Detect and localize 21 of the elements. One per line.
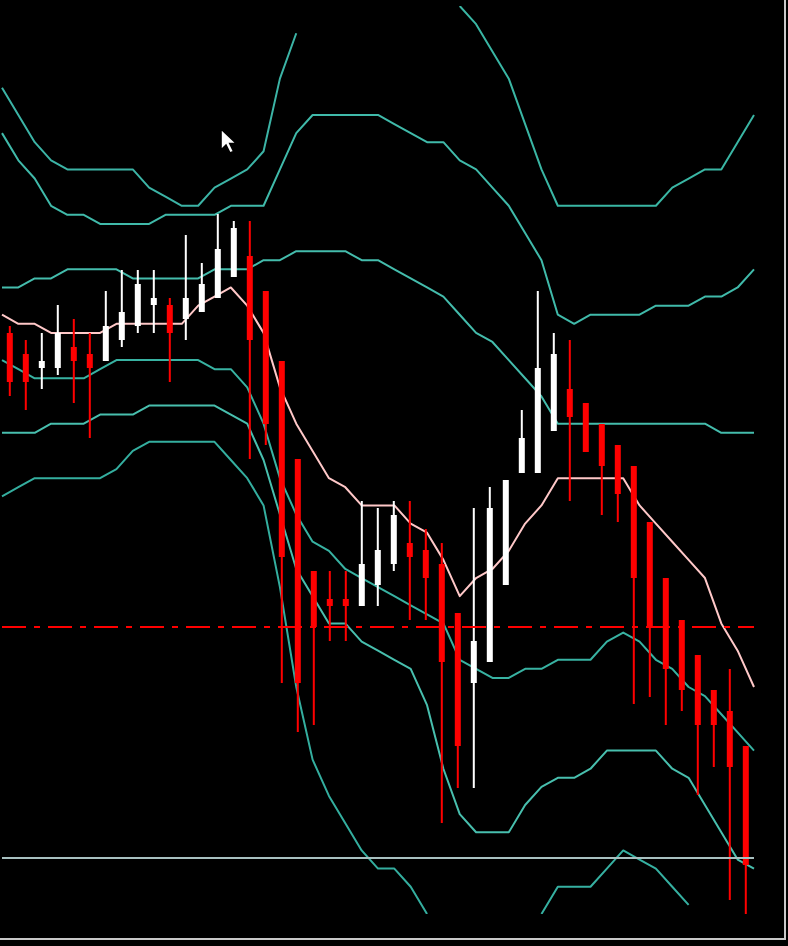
candlestick — [70, 318, 77, 404]
candlestick — [566, 339, 573, 502]
candlestick — [710, 689, 717, 768]
candlestick — [166, 297, 173, 383]
candlestick — [406, 500, 413, 621]
candlestick — [54, 304, 61, 376]
candlestick — [150, 269, 157, 334]
candlestick — [198, 262, 205, 313]
candlestick — [422, 528, 429, 621]
candlestick — [102, 290, 109, 362]
candlestick — [358, 500, 365, 607]
candlestick — [38, 332, 45, 390]
candlestick — [598, 423, 605, 516]
candlestick — [182, 234, 189, 341]
candlestick — [470, 507, 477, 789]
candlestick — [374, 507, 381, 607]
candlestick — [118, 269, 125, 348]
candlestick — [134, 269, 141, 334]
candlestick — [22, 339, 29, 411]
candlestick — [86, 332, 93, 439]
candlestick — [518, 409, 525, 474]
